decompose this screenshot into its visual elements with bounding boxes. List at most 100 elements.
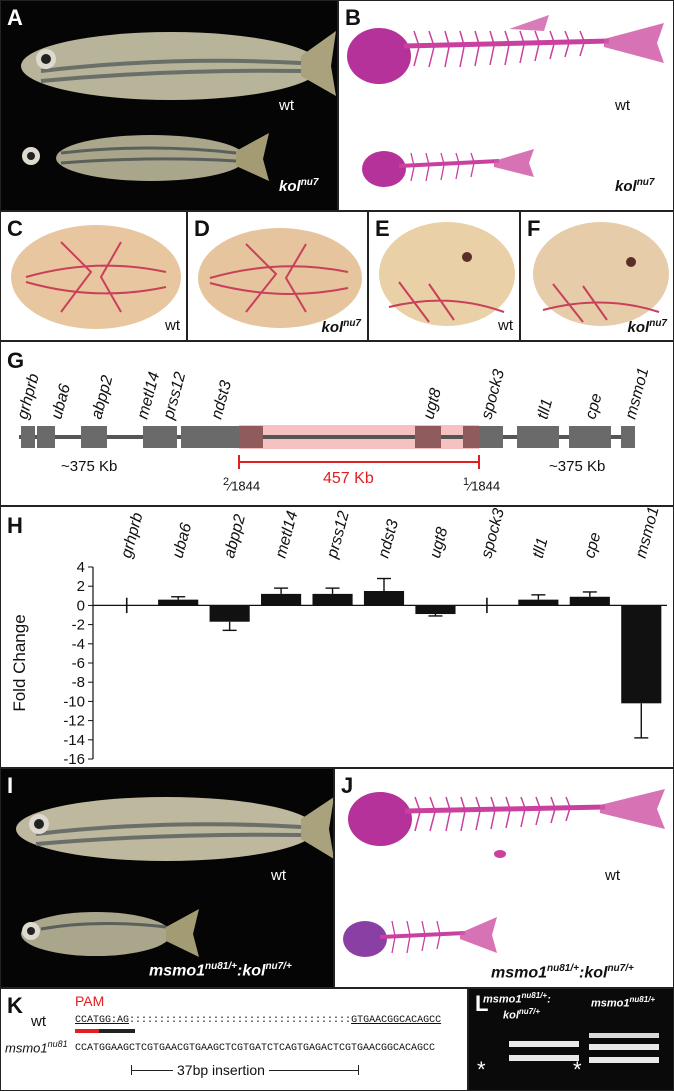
panel-d-tag: kolnu7	[321, 318, 361, 336]
panel-label-j: J	[341, 773, 354, 798]
panel-l: L msmo1nu81/+: kolnu7/+ msmo1nu81/+ * *	[468, 988, 674, 1091]
wt-sequence: CCATGG:AG:::::::::::::::::::::::::::::::…	[75, 1015, 442, 1026]
gene-label: spock3	[478, 368, 508, 421]
panel-label-i: I	[7, 773, 14, 798]
y-axis-label: Fold Change	[10, 614, 29, 711]
gene-label: prss12	[160, 370, 189, 422]
panel-b-mutant-tag: kolnu7	[615, 177, 655, 195]
gene-label: msmo1	[622, 366, 652, 421]
left-span-label: ~375 Kb	[61, 458, 118, 475]
right-span-label: ~375 Kb	[549, 458, 606, 475]
gel-asterisk-1: *	[477, 1057, 486, 1082]
y-tick-label: -8	[72, 674, 85, 691]
pam-label: PAM	[75, 993, 105, 1009]
gene-block	[143, 426, 177, 448]
category-label: spock3	[478, 507, 508, 560]
gene-block	[81, 426, 107, 448]
category-label: tll1	[530, 536, 552, 560]
gel-asterisk-2: *	[573, 1057, 582, 1082]
panel-e: E wt	[368, 211, 520, 341]
panel-label-c: C	[7, 216, 23, 241]
gene-block	[181, 426, 239, 448]
category-label: ugt8	[427, 525, 452, 560]
insertion-label: 37bp insertion	[173, 1062, 269, 1078]
bar-prss12	[312, 593, 353, 606]
gene-label: cpe	[582, 392, 605, 421]
left-recombinant-fraction: 2⁄1844	[223, 476, 261, 494]
y-tick-label: -4	[72, 636, 85, 653]
panel-label-f: F	[527, 216, 541, 241]
y-tick-label: -12	[63, 713, 85, 730]
gene-block	[621, 426, 635, 448]
category-label: msmo1	[633, 507, 663, 560]
panel-a-wt-tag: wt	[279, 97, 294, 114]
gene-block	[21, 426, 35, 448]
wt-fish-photo	[21, 31, 336, 181]
gene-block	[37, 426, 55, 448]
y-tick-label: -2	[72, 617, 85, 634]
panel-b-wt-tag: wt	[615, 97, 630, 114]
gene-block	[415, 426, 441, 448]
category-label: prss12	[324, 509, 353, 561]
lane1-label: msmo1nu81/+: kolnu7/+	[483, 991, 551, 1022]
panel-e-tag: wt	[498, 317, 513, 334]
bar-cpe	[569, 596, 610, 606]
y-tick-label: 2	[77, 578, 85, 595]
lane2-label: msmo1nu81/+	[591, 995, 656, 1010]
category-label: ndst3	[375, 518, 402, 560]
panel-g: G grhprb uba6 abpp2 metl14 prss12 ndst3 ugt8 sp…	[0, 341, 674, 506]
double-het-fish-photo	[16, 797, 333, 957]
panel-a-mutant-tag: kolnu7	[279, 177, 319, 195]
panel-f-tag: kolnu7	[627, 318, 667, 336]
panel-j-genotype-tag: msmo1nu81/+:kolnu7/+	[491, 963, 634, 982]
panel-j-wt-tag: wt	[605, 867, 620, 884]
panel-label-e: E	[375, 216, 390, 241]
mutant-sequence: CCATGGAAGCTCGTGAACGTGAAGCTCGTGATCTCAGTGA…	[75, 1043, 436, 1054]
panel-label-h: H	[7, 513, 23, 538]
fold-change-chart: 4 2 0 -2 -4 -6 -8 -10 -12 -14 -16 Fold Change grhprb…	[10, 507, 667, 768]
panel-i-genotype-tag: msmo1nu81/+:kolnu7/+	[149, 961, 292, 980]
mutant-lateral-head-stain	[533, 222, 669, 326]
y-tick-label: -14	[63, 732, 85, 749]
panel-label-a: A	[7, 5, 23, 30]
guide-marker	[99, 1029, 135, 1033]
panel-i-wt-tag: wt	[271, 867, 286, 884]
y-tick-label: -10	[63, 693, 85, 710]
panel-label-k: K	[7, 993, 23, 1018]
wt-lateral-head-stain	[379, 222, 515, 326]
panel-d: D kolnu7	[187, 211, 368, 341]
y-tick-label: 0	[77, 597, 85, 614]
panel-label-l: L	[475, 991, 489, 1016]
gene-label: abpp2	[88, 374, 116, 421]
panel-b: B wt kolnu7	[338, 0, 674, 211]
y-tick-label: -16	[63, 751, 85, 768]
bar-metl14	[261, 593, 302, 606]
panel-h: H 4 2 0 -2 -4 -6 -8 -10 -12 -14 -16 Fold Change grhp…	[0, 506, 674, 768]
bar-ugt8	[415, 605, 456, 615]
gene-block	[239, 426, 263, 448]
mutant-ventral-head-stain	[198, 228, 362, 328]
gel-bands	[509, 1033, 659, 1063]
panel-c-tag: wt	[165, 317, 180, 334]
bar-msmo1	[621, 605, 662, 704]
category-label: grhprb	[118, 511, 146, 560]
panel-j: J wt msmo1nu81/+:kolnu7/+	[334, 768, 674, 988]
gene-block	[479, 426, 503, 448]
bar-tll1	[518, 599, 559, 606]
bar-uba6	[158, 599, 199, 606]
wt-ventral-head-stain	[11, 225, 181, 329]
bar-abpp2	[209, 605, 250, 622]
panel-label-d: D	[194, 216, 210, 241]
category-label: cpe	[581, 531, 604, 560]
y-tick-label: -6	[72, 655, 85, 672]
pam-marker	[75, 1029, 99, 1033]
wt-seq-label: wt	[31, 1013, 46, 1030]
gene-label: metl14	[134, 370, 163, 421]
category-label: metl14	[273, 509, 302, 560]
gene-block	[517, 426, 559, 448]
category-label: abpp2	[221, 513, 249, 560]
panel-label-b: B	[345, 5, 361, 30]
gene-label: tll1	[534, 397, 556, 421]
gene-block	[569, 426, 611, 448]
